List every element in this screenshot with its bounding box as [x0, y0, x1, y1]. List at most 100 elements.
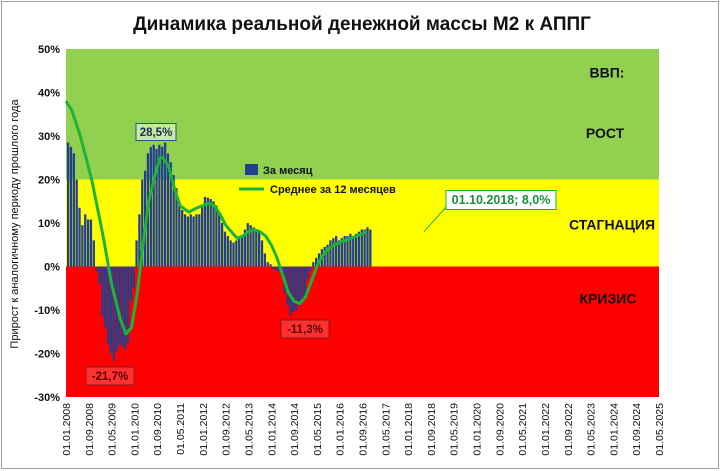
- bar-48: [203, 196, 207, 267]
- bar-52: [215, 205, 218, 267]
- annotation-latest-text: 01.10.2018; 8,0%: [452, 193, 551, 207]
- bar-93: [332, 238, 335, 267]
- bar-39: [178, 201, 181, 267]
- bar-1: [69, 146, 73, 267]
- bar-56: [226, 236, 229, 267]
- bar-8: [89, 219, 93, 267]
- bar-54: [220, 223, 224, 267]
- bar-80: [295, 266, 298, 310]
- bar-78: [289, 266, 292, 316]
- bar-66: [255, 229, 258, 267]
- bar-15: [109, 266, 113, 354]
- bar-94: [334, 236, 338, 267]
- bar-98: [346, 236, 349, 267]
- x-tick-label: 01.01.2012: [198, 403, 210, 456]
- bar-12: [101, 266, 104, 317]
- bar-35: [166, 153, 170, 267]
- bar-10: [95, 266, 98, 271]
- bar-24: [135, 240, 138, 267]
- zone-label-stagnation: СТАГНАЦИЯ: [569, 217, 655, 233]
- chart-title: Динамика реальной денежной массы М2 к АП…: [133, 14, 591, 35]
- bar-51: [212, 201, 215, 267]
- x-tick-label: 01.01.2022: [540, 403, 552, 456]
- legend: За месяц Среднее за 12 месяцев: [239, 164, 396, 196]
- x-tick-label: 01.09.2022: [563, 403, 575, 456]
- bar-82: [300, 266, 304, 302]
- x-tick-label: 01.01.2024: [608, 403, 620, 456]
- bar-36: [169, 162, 172, 267]
- bar-31: [155, 149, 158, 267]
- bar-32: [158, 144, 161, 267]
- bar-0: [67, 142, 70, 267]
- x-tick-label: 01.05.2023: [586, 403, 598, 456]
- bar-45: [195, 214, 198, 267]
- zone-label-gdp: ВВП:: [590, 64, 625, 80]
- bar-9: [92, 240, 95, 267]
- bar-47: [200, 205, 204, 267]
- bar-50: [209, 199, 212, 267]
- y-tick-label: 40%: [38, 88, 60, 100]
- x-tick-label: 01.09.2012: [221, 403, 233, 456]
- bar-87: [315, 257, 318, 267]
- bar-6: [84, 214, 87, 267]
- bar-58: [232, 242, 235, 267]
- bar-63: [246, 223, 249, 267]
- bar-37: [172, 175, 175, 267]
- bar-46: [198, 214, 201, 267]
- x-tick-label: 01.01.2018: [403, 403, 415, 456]
- bar-64: [249, 225, 252, 267]
- x-tick-label: 01.09.2010: [152, 403, 164, 456]
- bar-41: [183, 214, 187, 267]
- annotation-peak-text: 28,5%: [140, 127, 173, 139]
- legend-line-label: Среднее за 12 месяцев: [270, 184, 396, 196]
- bar-25: [138, 214, 141, 267]
- bar-85: [309, 266, 312, 271]
- bar-44: [192, 216, 195, 267]
- y-tick-label: -20%: [34, 349, 60, 361]
- bar-57: [229, 240, 232, 267]
- x-tick-label: 01.05.2017: [380, 403, 392, 456]
- x-tick-label: 01.05.2009: [107, 403, 119, 456]
- x-tick-label: 01.05.2011: [175, 403, 187, 455]
- bar-69: [263, 253, 266, 267]
- y-tick-label: 10%: [38, 218, 60, 230]
- bar-7: [86, 219, 90, 267]
- bar-91: [326, 244, 329, 267]
- bar-100: [352, 236, 355, 267]
- bar-3: [75, 179, 78, 267]
- x-tick-label: 01.09.2014: [289, 403, 301, 456]
- legend-bar-label: За месяц: [263, 165, 313, 177]
- annotation-min-2015: -11,3%: [280, 319, 330, 339]
- zone-band-growth: [66, 49, 659, 180]
- zone-label-growth: РОСТ: [586, 125, 625, 141]
- x-tick-label: 01.01.2008: [61, 403, 73, 456]
- zone-band-crisis: [66, 266, 659, 397]
- bar-72: [272, 266, 275, 269]
- bar-105: [366, 227, 369, 267]
- bar-53: [218, 214, 221, 267]
- x-tick-label: 01.09.2024: [631, 403, 643, 456]
- annotation-min-2015-box: [280, 319, 330, 339]
- x-tick-label: 01.05.2015: [312, 403, 324, 456]
- bar-73: [275, 266, 278, 271]
- bar-5: [81, 225, 84, 267]
- x-tick-label: 01.05.2013: [244, 403, 256, 456]
- bar-20: [124, 266, 127, 350]
- bar-11: [98, 266, 101, 284]
- x-tick-label: 01.09.2018: [426, 403, 438, 456]
- bar-60: [238, 238, 241, 267]
- y-tick-label: -30%: [34, 392, 60, 404]
- y-tick-label: 30%: [38, 131, 60, 143]
- bar-61: [240, 236, 244, 267]
- bar-40: [181, 209, 184, 267]
- x-tick-label: 01.01.2020: [472, 403, 484, 456]
- bar-79: [292, 266, 295, 313]
- bar-38: [175, 188, 178, 267]
- annotation-peak-box: [135, 123, 177, 141]
- annotation-min-2009-text: -21,7%: [92, 371, 128, 383]
- bar-65: [252, 227, 255, 267]
- bar-33: [161, 146, 164, 267]
- bar-92: [329, 240, 332, 267]
